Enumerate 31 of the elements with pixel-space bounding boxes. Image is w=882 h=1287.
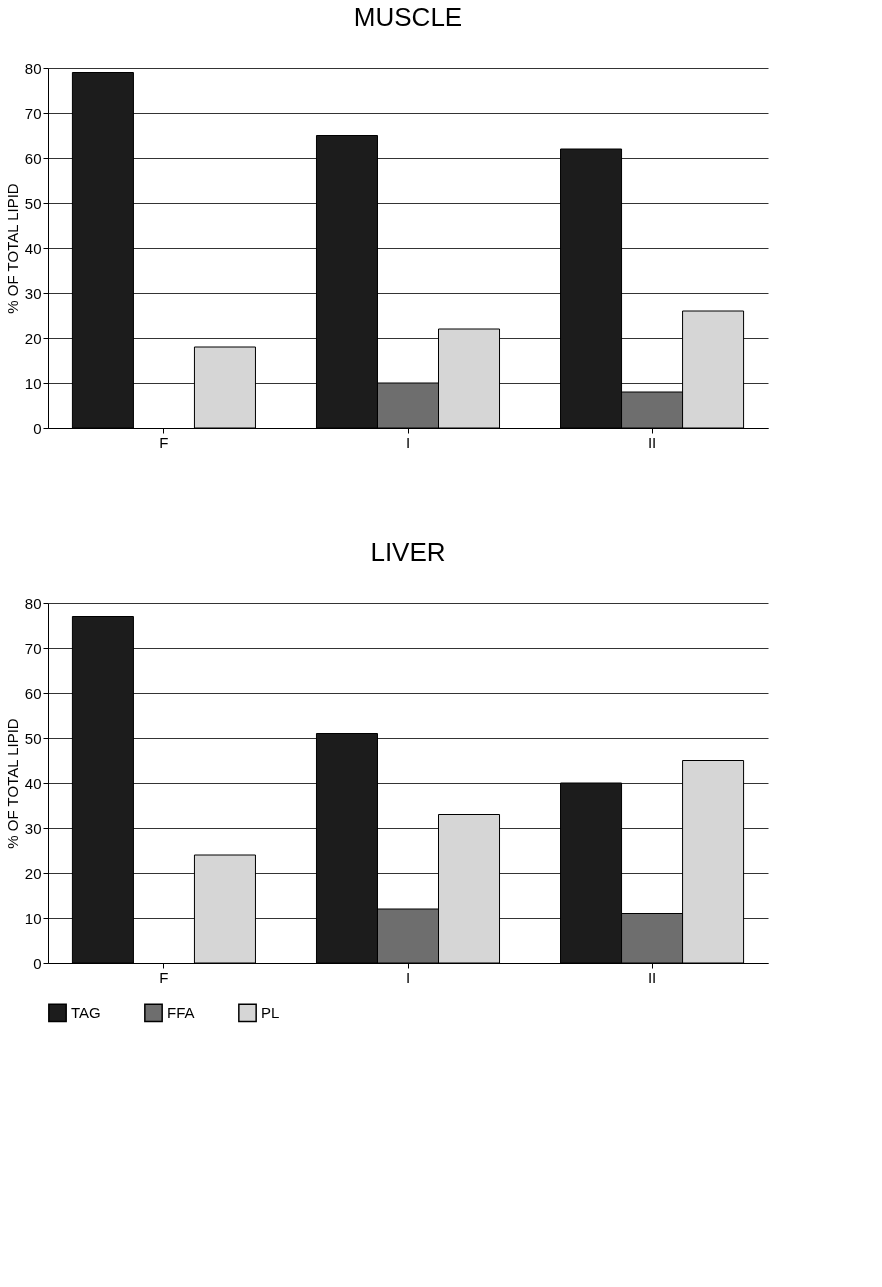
y-tick-label: 0 <box>33 419 42 437</box>
legend-label: FFA <box>167 1003 195 1021</box>
x-tick-label: II <box>647 433 657 451</box>
y-tick-label: 40 <box>24 239 42 257</box>
legend-label: TAG <box>71 1003 101 1021</box>
y-tick-label: 80 <box>24 59 42 77</box>
y-tick-label: 10 <box>24 909 42 927</box>
x-tick-label: F <box>159 433 169 451</box>
x-tick-label: II <box>647 968 657 986</box>
y-axis-title: % OF TOTAL LIPID <box>3 718 21 849</box>
chart-title: LIVER <box>370 537 446 567</box>
y-tick-label: 80 <box>24 594 42 612</box>
y-tick-label: 50 <box>24 729 42 747</box>
y-axis-title: % OF TOTAL LIPID <box>3 183 21 314</box>
y-tick-label: 20 <box>24 864 42 882</box>
legend-label: PL <box>261 1003 280 1021</box>
y-tick-label: 10 <box>24 374 42 392</box>
y-tick-label: 70 <box>24 104 42 122</box>
y-tick-label: 30 <box>24 284 42 302</box>
x-tick-label: I <box>405 433 411 451</box>
chart-title: MUSCLE <box>353 2 463 32</box>
x-tick-label: F <box>159 968 169 986</box>
y-tick-label: 0 <box>33 954 42 972</box>
y-tick-label: 30 <box>24 819 42 837</box>
x-tick-label: I <box>405 968 411 986</box>
y-tick-label: 70 <box>24 639 42 657</box>
y-tick-label: 60 <box>24 684 42 702</box>
y-tick-label: 50 <box>24 194 42 212</box>
y-tick-label: 60 <box>24 149 42 167</box>
y-tick-label: 40 <box>24 774 42 792</box>
y-tick-label: 20 <box>24 329 42 347</box>
